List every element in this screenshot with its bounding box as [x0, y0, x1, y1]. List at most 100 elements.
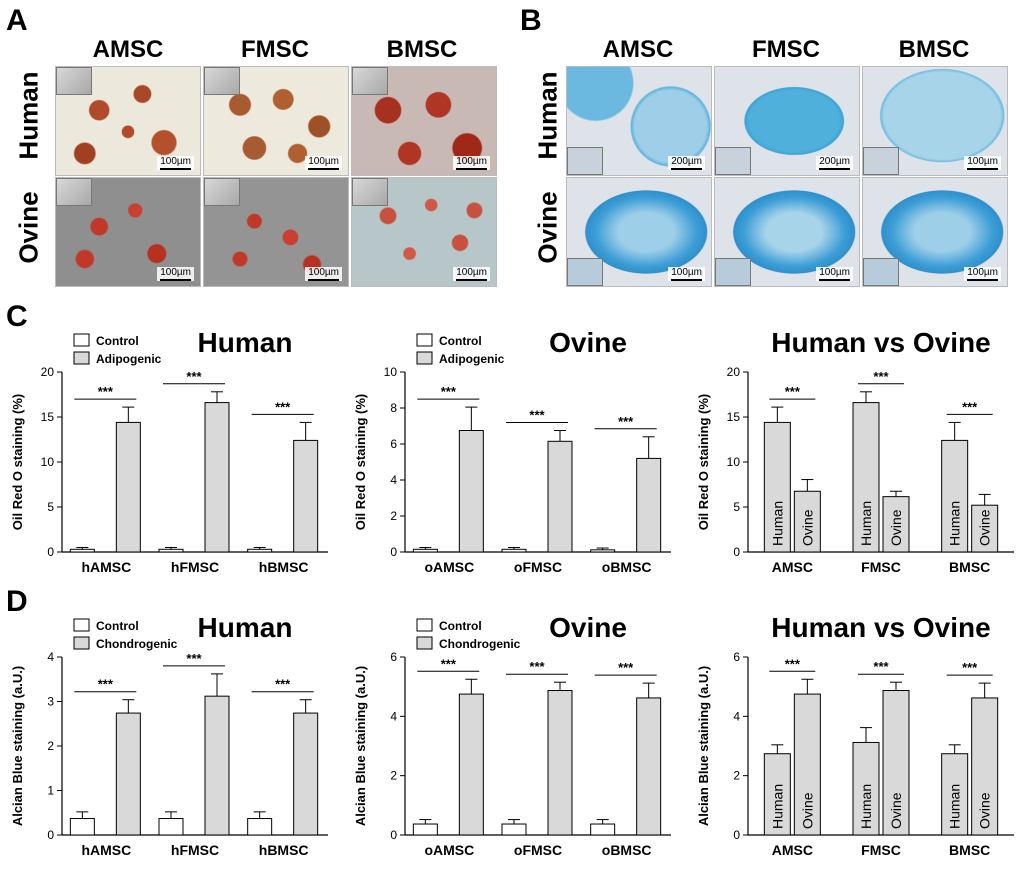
significance-label: *** — [962, 399, 978, 414]
scale-bar: 200µm — [668, 156, 705, 170]
legend-label: Control — [96, 334, 139, 348]
bar — [636, 457, 662, 553]
bar — [590, 549, 616, 553]
bar — [458, 693, 484, 836]
y-tick-label: 20 — [41, 365, 55, 379]
adipo-human-fmsc-image: 100µm — [203, 66, 349, 176]
bar — [69, 548, 95, 553]
chart-oilred-human: Human Oil Red O staining (%) 0 5 10 15 20 Contr… — [0, 320, 340, 590]
chondro-inset — [715, 258, 751, 286]
chondro-human-bmsc-image: 100µm — [862, 66, 1008, 176]
y-tick-label: 10 — [384, 365, 398, 379]
chart-title: Human — [198, 327, 293, 358]
y-tick-label: 6 — [733, 650, 740, 664]
chart-svg: Human vs Ovine Alcian Blue staining (a.U.… — [696, 612, 1014, 858]
bar — [547, 690, 573, 836]
y-tick-label: 4 — [47, 650, 54, 664]
y-tick-label: 0 — [390, 828, 397, 842]
legend-swatch — [416, 618, 433, 632]
chart-title: Ovine — [549, 327, 627, 358]
x-tick-label: hAMSC — [81, 559, 131, 575]
adipo-inset — [204, 178, 240, 206]
scale-bar: 100µm — [305, 156, 342, 170]
y-axis-label: Alcian Blue staining (a.U.) — [353, 666, 368, 826]
y-tick-label: 6 — [390, 650, 397, 664]
y-tick-label: 5 — [733, 500, 740, 514]
significance-label: *** — [873, 369, 889, 384]
legend-swatch — [73, 618, 90, 632]
y-tick-label: 10 — [727, 455, 741, 469]
chart-title: Human vs Ovine — [771, 612, 990, 643]
y-tick-label: 4 — [390, 473, 397, 487]
chart-title: Ovine — [549, 612, 627, 643]
scale-bar: 100µm — [668, 267, 705, 281]
y-tick-label: 0 — [47, 545, 54, 559]
x-tick-label: oBMSC — [602, 842, 652, 858]
bar — [412, 823, 438, 836]
significance-label: *** — [785, 656, 801, 671]
bar — [247, 548, 273, 553]
chondro-row-ovine: Ovine — [532, 191, 563, 264]
legend-swatch — [416, 333, 433, 347]
significance-label: *** — [441, 656, 457, 671]
bar-inner-label: Ovine — [977, 509, 993, 546]
chart-alcian-human-vs-ovine: Human vs Ovine Alcian Blue staining (a.U.… — [686, 605, 1026, 873]
adipo-human-amsc-image: 100µm — [55, 66, 201, 176]
significance-label: *** — [275, 399, 291, 414]
scale-bar: 100µm — [453, 267, 490, 281]
y-tick-label: 2 — [733, 769, 740, 783]
chart-svg: Human vs Ovine Oil Red O staining (%) 0 5 10… — [696, 327, 1014, 575]
bar — [458, 430, 484, 553]
y-axis-label: Oil Red O staining (%) — [10, 394, 25, 531]
x-tick-label: hFMSC — [171, 559, 219, 575]
bar-inner-label: Human — [769, 784, 785, 829]
scale-bar: 100µm — [964, 267, 1001, 281]
scale-bar: 100µm — [305, 267, 342, 281]
bar — [293, 712, 319, 836]
y-tick-label: 0 — [733, 545, 740, 559]
bar-inner-label: Human — [858, 784, 874, 829]
y-tick-label: 2 — [390, 769, 397, 783]
chondro-inset — [863, 147, 899, 175]
x-tick-label: BMSC — [949, 842, 990, 858]
significance-label: *** — [529, 408, 545, 423]
chondro-col-fmsc: FMSC — [752, 36, 820, 63]
bar-inner-label: Human — [947, 784, 963, 829]
panel-letter-c: C — [6, 300, 28, 333]
y-axis-label: Oil Red O staining (%) — [353, 394, 368, 531]
adipo-human-bmsc-image: 100µm — [351, 66, 497, 176]
significance-label: *** — [186, 369, 202, 384]
significance-label: *** — [873, 659, 889, 674]
chart-svg: Human Alcian Blue staining (a.U.) 0 1 2 3 4 Con… — [10, 612, 328, 858]
y-axis-label: Alcian Blue staining (a.U.) — [696, 666, 711, 826]
chondro-row-human: Human — [532, 71, 563, 160]
significance-label: *** — [618, 660, 634, 675]
significance-label: *** — [98, 677, 114, 692]
bar-inner-label: Ovine — [799, 792, 815, 829]
y-axis-label: Oil Red O staining (%) — [696, 394, 711, 531]
scale-bar: 100µm — [157, 267, 194, 281]
scale-bar: 200µm — [816, 156, 853, 170]
y-tick-label: 15 — [41, 410, 55, 424]
chondro-ovine-fmsc-image: 100µm — [714, 177, 860, 287]
bar — [204, 695, 230, 836]
x-tick-label: hBMSC — [259, 559, 309, 575]
legend-label: Control — [439, 334, 482, 348]
adipo-col-bmsc: BMSC — [386, 36, 458, 63]
bar — [971, 697, 999, 836]
chart-oilred-ovine: Ovine Oil Red O staining (%) 0 2 4 6 8 10 Contro… — [343, 320, 683, 590]
adipo-ovine-amsc-image: 100µm — [55, 177, 201, 287]
bar — [763, 753, 791, 836]
adipo-col-amsc: AMSC — [92, 36, 164, 63]
scale-bar: 100µm — [157, 156, 194, 170]
y-tick-label: 2 — [47, 739, 54, 753]
y-tick-label: 10 — [41, 455, 55, 469]
bar — [501, 823, 527, 836]
adipo-row-ovine: Ovine — [13, 191, 44, 264]
x-tick-label: FMSC — [861, 842, 901, 858]
bar — [547, 440, 573, 553]
adipo-col-fmsc: FMSC — [241, 36, 309, 63]
legend-label: Chondrogenic — [96, 637, 178, 651]
chondro-col-amsc: AMSC — [602, 36, 674, 63]
chart-title: Human vs Ovine — [771, 327, 990, 358]
